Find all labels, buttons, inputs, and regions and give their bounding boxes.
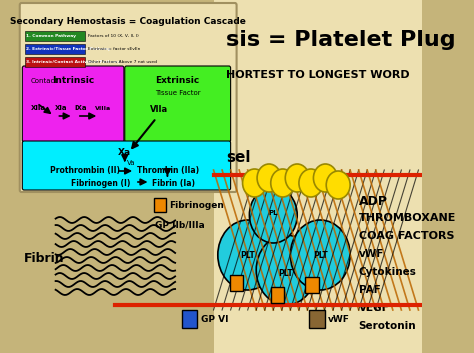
Text: Extrinsic: Extrinsic	[155, 76, 200, 85]
Bar	[25, 44, 85, 54]
Text: COAG FACTORS: COAG FACTORS	[359, 231, 454, 241]
Circle shape	[299, 169, 323, 197]
FancyBboxPatch shape	[20, 3, 237, 192]
Bar	[305, 277, 319, 293]
Text: Contact: Contact	[31, 78, 58, 84]
Circle shape	[257, 164, 281, 192]
Text: Cytokines: Cytokines	[359, 267, 417, 277]
Text: VEGF: VEGF	[359, 303, 390, 313]
FancyBboxPatch shape	[22, 141, 231, 190]
Text: THROMBOXANE: THROMBOXANE	[359, 213, 456, 223]
Text: Prothrombin (II): Prothrombin (II)	[50, 166, 119, 175]
Text: PLT: PLT	[313, 251, 328, 259]
Text: Fibrinogen (I): Fibrinogen (I)	[71, 179, 130, 188]
Text: Factors of 10 (X, V, II, I): Factors of 10 (X, V, II, I)	[88, 34, 139, 38]
Text: sis = Platelet Plug: sis = Platelet Plug	[227, 30, 456, 50]
Text: Secondary Hemostasis = Coagulation Cascade: Secondary Hemostasis = Coagulation Casca…	[10, 17, 246, 26]
Bar	[25, 57, 85, 67]
Text: 1. Common Pathway: 1. Common Pathway	[26, 34, 76, 38]
FancyBboxPatch shape	[22, 66, 124, 142]
Text: PLT: PLT	[279, 269, 293, 277]
Bar	[230, 275, 244, 291]
Text: VIIIa: VIIIa	[95, 106, 111, 111]
Text: Fibrinogen: Fibrinogen	[169, 201, 224, 209]
Text: 2. Extrinsic/Tissue Factor Pathway: 2. Extrinsic/Tissue Factor Pathway	[26, 47, 110, 51]
Text: Fibrin: Fibrin	[24, 251, 64, 264]
Text: Serotonin: Serotonin	[359, 321, 416, 331]
Bar	[25, 31, 85, 41]
Text: XIa: XIa	[55, 105, 67, 111]
Circle shape	[218, 220, 278, 290]
Text: Va: Va	[128, 160, 136, 166]
Text: ADP: ADP	[359, 195, 388, 208]
Text: XIIa: XIIa	[31, 105, 46, 111]
Bar	[309, 310, 325, 328]
Bar	[154, 198, 166, 212]
Circle shape	[243, 169, 266, 197]
Text: vWF: vWF	[328, 315, 350, 323]
Circle shape	[271, 169, 295, 197]
Circle shape	[285, 164, 309, 192]
Circle shape	[256, 235, 316, 305]
Text: HORTEST TO LONGEST WORD: HORTEST TO LONGEST WORD	[227, 70, 410, 80]
Circle shape	[326, 171, 350, 199]
Text: Tissue Factor: Tissue Factor	[155, 90, 201, 96]
Bar	[182, 310, 197, 328]
Text: GP IIb/IIIa: GP IIb/IIIa	[155, 220, 205, 229]
Text: PL: PL	[269, 210, 278, 216]
Circle shape	[249, 187, 297, 243]
Text: Xa: Xa	[118, 148, 131, 157]
Text: sel: sel	[227, 150, 251, 165]
Circle shape	[291, 220, 350, 290]
Text: vWF: vWF	[359, 249, 384, 259]
Text: PAF: PAF	[359, 285, 381, 295]
Text: PLT: PLT	[240, 251, 255, 259]
Bar	[271, 287, 284, 303]
FancyBboxPatch shape	[125, 66, 231, 142]
Text: 3. Intrinsic/Contact Activated Pathway: 3. Intrinsic/Contact Activated Pathway	[26, 60, 120, 64]
Text: VIIa: VIIa	[150, 105, 168, 114]
Text: GP VI: GP VI	[201, 315, 228, 323]
Bar	[214, 0, 422, 353]
Text: Other Factors Above 7 not used: Other Factors Above 7 not used	[88, 60, 157, 64]
Text: IXa: IXa	[74, 105, 87, 111]
Text: Intrinsic: Intrinsic	[52, 76, 94, 85]
Text: Extrinsic = factor sEvEn: Extrinsic = factor sEvEn	[88, 47, 140, 51]
Text: Thrombin (IIa): Thrombin (IIa)	[137, 166, 199, 175]
Circle shape	[313, 164, 337, 192]
Text: Fibrin (Ia): Fibrin (Ia)	[152, 179, 195, 188]
